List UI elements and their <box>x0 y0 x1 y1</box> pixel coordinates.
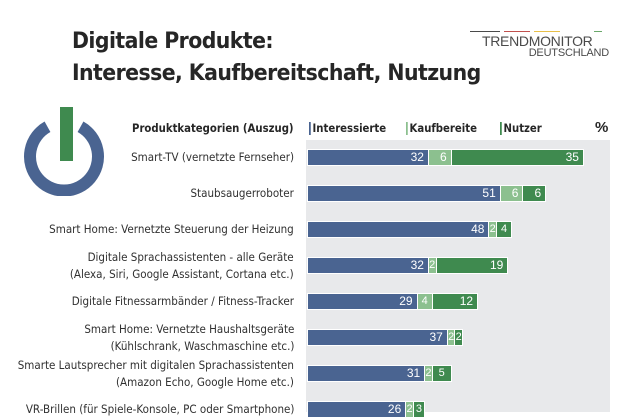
bar-kaufbereite-4: 4 <box>416 293 433 310</box>
bar-kaufbereite-1: 6 <box>499 185 524 202</box>
legend-label: Kaufbereite <box>409 121 477 135</box>
category-label-line: Smart-TV (vernetzte Fernseher) <box>131 150 294 164</box>
category-label-line: (Kühlschrank, Waschmaschine etc.) <box>110 338 294 353</box>
category-label: VR-Brillen (für Spiele-Konsole, PC oder … <box>25 401 294 418</box>
bar-interessierte-1: 51 <box>307 185 501 202</box>
logo-stripes <box>470 31 610 33</box>
bar-nutzer-7: 3 <box>412 401 426 418</box>
category-header: Produktkategorien (Auszug) <box>132 121 294 135</box>
legend-marker <box>309 122 311 135</box>
bar-interessierte-6: 31 <box>307 365 426 382</box>
legend-interessierte: Interessierte <box>309 121 386 135</box>
logo-stripe <box>470 31 500 32</box>
logo-stripe <box>534 31 560 32</box>
power-bar <box>60 107 73 161</box>
bar-interessierte-7: 26 <box>307 401 407 418</box>
legend-kaufbereite: Kaufbereite <box>406 121 477 135</box>
trendmonitor-logo: TRENDMONITOR DEUTSCHLAND <box>470 28 615 64</box>
category-label-line: Digitale Sprachassistenten - alle Geräte <box>87 249 294 264</box>
logo-stripe <box>504 31 530 32</box>
legend-label: Interessierte <box>312 121 387 135</box>
bar-nutzer-4: 12 <box>431 293 479 310</box>
category-label-line: Smart Home: Vernetzte Haushaltsgeräte <box>83 321 294 336</box>
category-label-line: VR-Brillen (für Spiele-Konsole, PC oder … <box>25 402 294 416</box>
category-label-line: (Alexa, Siri, Google Assistant, Cortana … <box>70 266 294 281</box>
category-label-line: (Amazon Echo, Google Home etc.) <box>116 374 294 389</box>
category-label: Staubsaugerroboter <box>191 185 294 202</box>
category-label-line: Smarte Lautsprecher mit digitalen Sprach… <box>17 357 294 372</box>
legend-label: Nutzer <box>503 121 542 135</box>
bar-nutzer-1: 6 <box>522 185 547 202</box>
bar-nutzer-6: 5 <box>431 365 452 382</box>
bar-nutzer-0: 35 <box>450 149 584 166</box>
legend-nutzer: Nutzer <box>500 121 542 135</box>
category-label: Smarte Lautsprecher mit digitalen Sprach… <box>18 357 294 391</box>
unit-label: % <box>595 119 609 136</box>
category-label: Digitale Sprachassistenten - alle Geräte… <box>70 249 294 283</box>
category-label-line: Smart Home: Vernetzte Steuerung der Heiz… <box>49 222 294 236</box>
bar-nutzer-5: 2 <box>454 329 463 346</box>
logo-stripe <box>594 31 602 32</box>
power-icon <box>24 107 104 196</box>
legend-marker <box>500 122 502 135</box>
category-label-line: Staubsaugerroboter <box>190 186 294 200</box>
logo-text-line-2: DEUTSCHLAND <box>528 47 610 59</box>
legend-marker <box>406 122 408 135</box>
category-label: Digitale Fitnessarmbänder / Fitness-Trac… <box>72 293 294 310</box>
title-line-2: Interesse, Kaufbereitschaft, Nutzung <box>72 61 481 86</box>
category-label-line: Digitale Fitnessarmbänder / Fitness-Trac… <box>71 294 294 308</box>
title-line-1: Digitale Produkte: <box>72 29 274 54</box>
page-title: Digitale Produkte: Interesse, Kaufbereit… <box>72 26 481 90</box>
bar-interessierte-3: 32 <box>307 257 429 274</box>
category-label: Smart-TV (vernetzte Fernseher) <box>131 149 294 166</box>
bar-nutzer-3: 19 <box>435 257 509 274</box>
bar-interessierte-5: 37 <box>307 329 448 346</box>
category-label: Smart Home: Vernetzte Haushaltsgeräte (Kü… <box>84 321 294 355</box>
bar-interessierte-2: 48 <box>307 221 490 238</box>
bar-interessierte-4: 29 <box>307 293 418 310</box>
bar-interessierte-0: 32 <box>307 149 429 166</box>
category-label: Smart Home: Vernetzte Steuerung der Heiz… <box>49 221 294 238</box>
power-ring <box>24 121 104 196</box>
bar-nutzer-2: 4 <box>496 221 513 238</box>
bar-kaufbereite-0: 6 <box>427 149 452 166</box>
logo-text-line-1: TRENDMONITOR <box>482 33 593 49</box>
